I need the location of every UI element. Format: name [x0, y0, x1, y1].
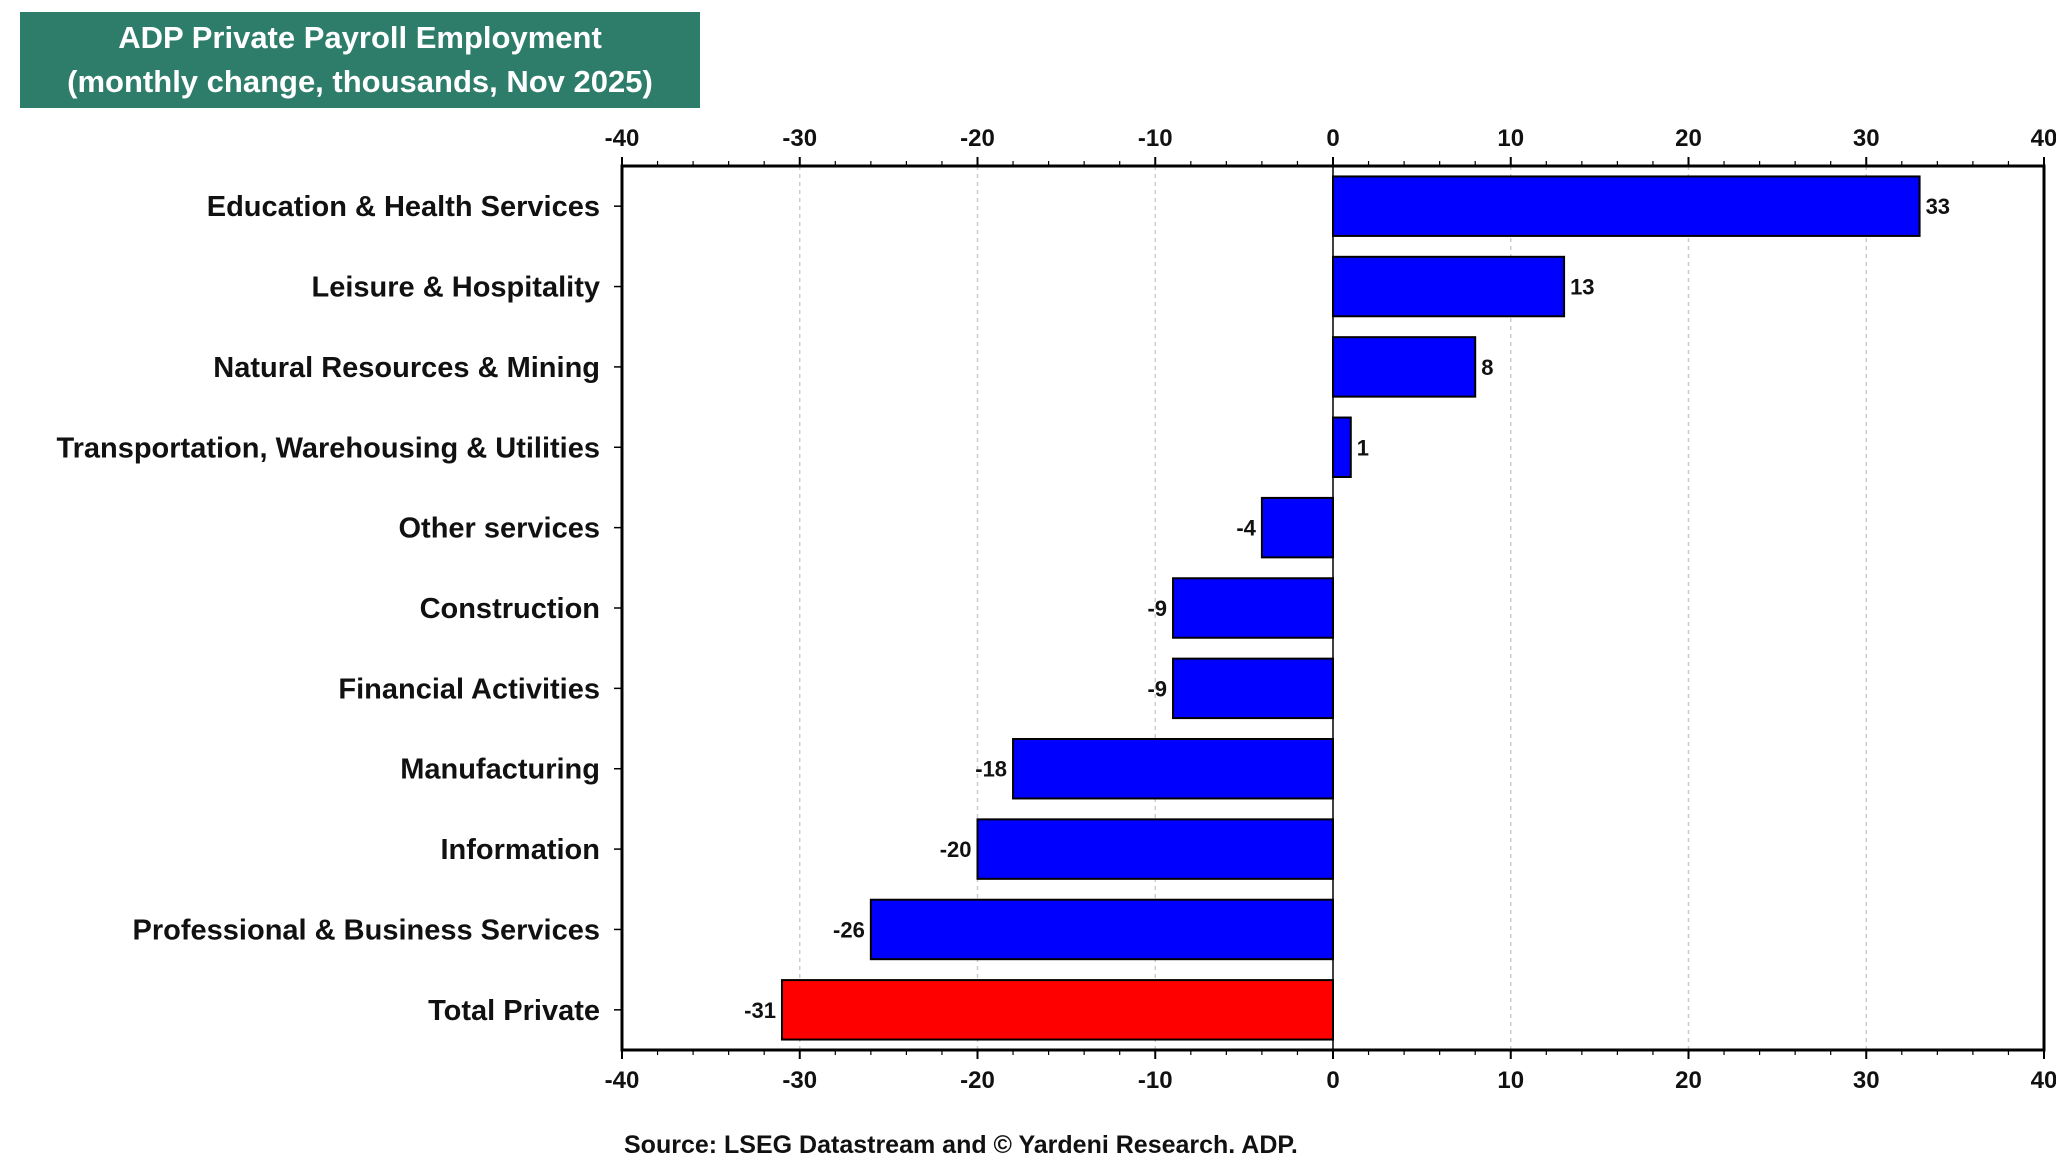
category-label: Manufacturing: [400, 754, 600, 786]
bottom-tick-label: 0: [1326, 1067, 1339, 1094]
axis-ticks: -40 -40 -30 -30 -20 -20 -10 -10 0 0 10 10 20 20 30 30 40…: [605, 125, 2056, 1094]
data-label: 8: [1481, 355, 1493, 380]
chart-title: ADP Private Payroll Employment (monthly …: [20, 12, 700, 108]
top-tick-label: 30: [1853, 125, 1880, 152]
chart-title-line1: ADP Private Payroll Employment: [118, 20, 602, 55]
bar: [780, 979, 1334, 1041]
bottom-tick-label: -10: [1138, 1067, 1173, 1094]
bottom-tick-label: -40: [605, 1067, 640, 1094]
top-tick-label: -10: [1138, 125, 1173, 152]
bar: [869, 898, 1334, 961]
bottom-tick-label: 40: [2031, 1067, 2056, 1094]
data-label: 1: [1357, 435, 1369, 460]
data-label: -18: [975, 757, 1007, 782]
bottom-tick-label: 30: [1853, 1067, 1880, 1094]
data-label: -26: [833, 917, 865, 942]
bar: [1332, 336, 1477, 398]
bottom-tick-label: 10: [1497, 1067, 1524, 1094]
top-tick-label: 20: [1675, 125, 1702, 152]
bar: [1332, 175, 1921, 237]
top-tick-label: -20: [960, 125, 995, 152]
data-label: 33: [1926, 194, 1950, 219]
category-labels: Education & Health Services Leisure & Hos…: [56, 191, 622, 1027]
top-tick-label: 0: [1326, 125, 1339, 152]
bar: [976, 818, 1334, 880]
category-label: Information: [441, 834, 601, 866]
category-label: Leisure & Hospitality: [312, 272, 600, 304]
category-label: Education & Health Services: [207, 191, 600, 223]
bar: [1012, 737, 1334, 800]
bars: 33 13 8 1 -4 -9 -9 -18 -20 -26 -31: [744, 175, 1950, 1041]
data-label: -31: [744, 998, 776, 1023]
category-label: Financial Activities: [338, 673, 600, 705]
bar: [1260, 496, 1335, 559]
data-label: -9: [1147, 596, 1167, 621]
bar: [1332, 255, 1566, 318]
data-label: 13: [1570, 275, 1594, 300]
chart-title-line2: (monthly change, thousands, Nov 2025): [67, 64, 653, 99]
bottom-tick-label: -20: [960, 1067, 995, 1094]
top-tick-label: 10: [1497, 125, 1524, 152]
category-label: Professional & Business Services: [133, 914, 600, 946]
category-label: Other services: [398, 513, 600, 545]
category-label: Transportation, Warehousing & Utilities: [56, 432, 600, 464]
category-label: Natural Resources & Mining: [213, 352, 600, 384]
category-label: Construction: [420, 593, 600, 625]
data-label: -9: [1147, 676, 1167, 701]
data-label: -20: [940, 837, 972, 862]
top-tick-label: -40: [605, 125, 640, 152]
category-label: Total Private: [428, 995, 600, 1027]
bar: [1332, 416, 1352, 479]
bottom-tick-label: -30: [782, 1067, 817, 1094]
data-label: -4: [1236, 516, 1256, 541]
top-tick-label: -30: [782, 125, 817, 152]
bottom-tick-label: 20: [1675, 1067, 1702, 1094]
bar: [1172, 577, 1335, 639]
bar: [1172, 657, 1335, 720]
source-note: Source: LSEG Datastream and © Yardeni Re…: [624, 1131, 1298, 1159]
top-tick-label: 40: [2031, 125, 2056, 152]
